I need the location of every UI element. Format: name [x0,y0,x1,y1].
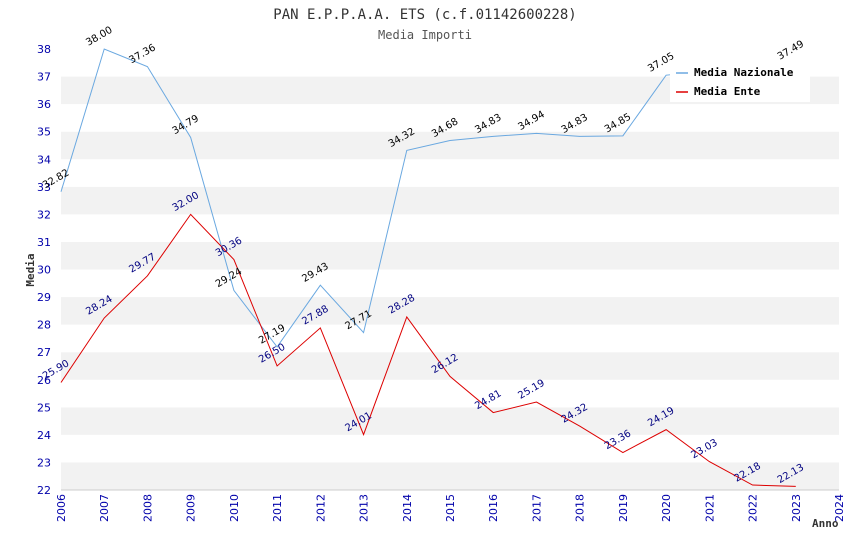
x-tick-label: 2011 [271,494,284,522]
y-axis-ticks: 22 23 24 25 26 27 28 29 30 31 32 33 34 35 36 37 38 [37,43,51,497]
y-tick-label: 29 [37,291,51,304]
legend-label-ente: Media Ente [694,85,761,98]
x-tick-label: 2014 [401,494,414,522]
y-tick-label: 28 [37,319,51,332]
x-tick-label: 2009 [185,494,198,522]
grid-band [61,324,839,353]
grid-band [61,379,839,408]
x-tick-label: 2013 [358,494,371,522]
legend-label-nazionale: Media Nazionale [694,66,794,79]
x-tick-label: 2006 [55,494,68,522]
y-tick-label: 27 [37,346,51,359]
y-tick-label: 30 [37,264,51,277]
y-tick-label: 23 [37,456,51,469]
x-tick-label: 2022 [747,494,760,522]
series-line-ente [60,213,796,487]
legend-box [670,60,810,102]
y-tick-label: 34 [37,153,51,166]
x-tick-label: 2019 [617,494,630,522]
x-tick-label: 2017 [530,494,543,522]
x-tick-label: 2007 [98,494,111,522]
y-tick-label: 24 [37,429,51,442]
grid-band [61,297,839,325]
y-tick-label: 22 [37,484,51,497]
x-tick-label: 2024 [833,494,846,522]
grid-band [61,131,839,160]
x-tick-label: 2010 [228,494,241,522]
x-tick-label: 2021 [703,494,716,522]
x-tick-label: 2008 [141,494,154,522]
y-tick-label: 31 [37,236,51,249]
y-tick-label: 32 [37,208,51,221]
series-line-nazionale [60,48,796,348]
grid-band [61,104,839,132]
grid-bands [61,49,839,491]
grid-band [61,352,839,380]
x-tick-label: 2018 [574,494,587,522]
grid-band [61,434,839,463]
chart-subtitle: Media Importi [378,28,472,42]
y-tick-label: 36 [37,98,51,111]
grid-band [61,186,839,215]
grid-band [61,241,839,270]
grid-band [61,159,839,187]
y-tick-label: 35 [37,126,51,139]
legend: Media Nazionale Media Ente [670,60,810,102]
grid-band [61,214,839,242]
y-axis-label: Media [24,253,37,286]
x-axis-label: Anno [812,517,839,530]
x-tick-label: 2012 [314,494,327,522]
y-tick-label: 38 [37,43,51,56]
y-tick-label: 33 [37,181,51,194]
data-label-nazionale: 38.00 [84,25,114,49]
y-tick-label: 25 [37,401,51,414]
series-lines [60,48,796,487]
x-tick-label: 2015 [444,494,457,522]
chart-title: PAN E.P.P.A.A. ETS (c.f.01142600228) [273,7,576,23]
grid-band [61,407,839,435]
grid-band [61,269,839,298]
x-tick-label: 2020 [660,494,673,522]
x-axis-ticks: 2006 2007 2008 2009 2010 2011 2012 2013 2014 2015… [55,494,846,522]
y-tick-label: 37 [37,71,51,84]
y-tick-label: 26 [37,374,51,387]
x-tick-label: 2016 [487,494,500,522]
x-tick-label: 2023 [790,494,803,522]
grid-band [61,462,839,490]
